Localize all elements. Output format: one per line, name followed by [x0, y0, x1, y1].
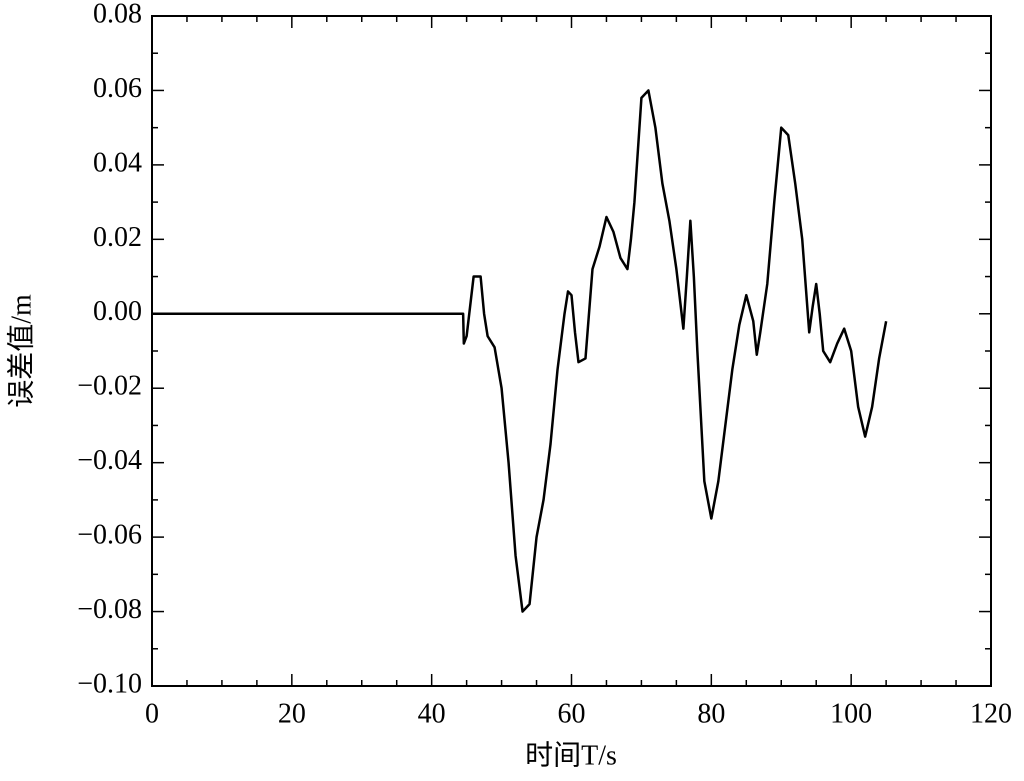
- y-tick-label: −0.02: [77, 371, 142, 402]
- x-tick-label: 100: [830, 698, 872, 729]
- x-tick-label: 20: [278, 698, 306, 729]
- plot-frame: [151, 15, 992, 687]
- x-tick-label: 0: [145, 698, 159, 729]
- x-tick-label: 120: [970, 698, 1012, 729]
- y-axis-label: 误差值/m: [5, 294, 37, 408]
- y-tick-label: 0.06: [93, 73, 142, 104]
- y-tick-label: 0.04: [93, 147, 142, 178]
- y-tick-label: 0.00: [93, 296, 142, 327]
- x-tick-label: 60: [558, 698, 586, 729]
- y-tick-label: 0.02: [93, 222, 142, 253]
- y-tick-label: −0.04: [77, 445, 142, 476]
- y-tick-label: −0.08: [77, 594, 142, 625]
- x-axis-label: 时间T/s: [525, 739, 617, 771]
- x-tick-label: 80: [697, 698, 725, 729]
- data-line: [152, 89, 888, 613]
- x-tick-label: 40: [418, 698, 446, 729]
- y-tick-label: −0.10: [77, 668, 142, 699]
- y-tick-label: −0.06: [77, 520, 142, 551]
- y-tick-label: 0.08: [93, 0, 142, 29]
